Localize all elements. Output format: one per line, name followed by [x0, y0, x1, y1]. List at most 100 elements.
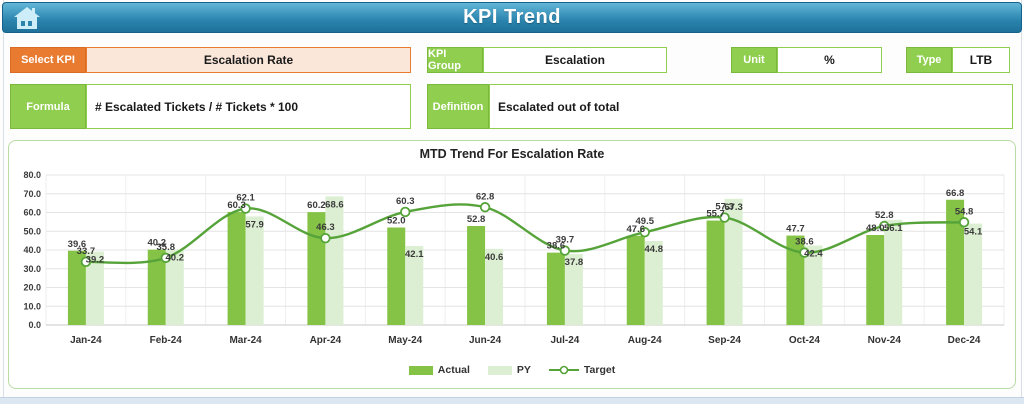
home-button[interactable] [11, 6, 43, 31]
bar-py [245, 216, 264, 325]
bar-py [804, 245, 823, 325]
y-tick-label: 60.0 [23, 208, 41, 218]
actual-label: 38.6 [547, 241, 566, 252]
x-category-label: Nov-24 [868, 335, 902, 346]
actual-label: 48.0 [866, 223, 885, 234]
bar-actual [706, 220, 725, 325]
y-tick-label: 50.0 [23, 226, 41, 236]
bar-actual [387, 227, 406, 325]
definition-value: Escalated out of total [489, 84, 1013, 129]
x-category-label: Jun-24 [469, 335, 502, 346]
x-category-label: Oct-24 [789, 335, 821, 346]
target-marker [879, 220, 890, 232]
chart-legend: Actual PY Target [8, 361, 1016, 379]
actual-label: 66.8 [946, 188, 965, 199]
y-tick-label: 0.0 [28, 320, 41, 330]
bar-py [644, 241, 663, 325]
target-marker [400, 206, 411, 218]
page-title: KPI Trend [463, 6, 561, 28]
py-label: 42.4 [804, 249, 823, 260]
page-right-edge [1021, 0, 1022, 404]
bar-py [405, 246, 424, 325]
bottom-strip [0, 397, 1024, 404]
x-category-label: May-24 [388, 335, 422, 346]
target-label: 52.8 [875, 210, 894, 221]
x-category-label: Aug-24 [628, 335, 662, 346]
target-marker [799, 247, 810, 258]
target-label: 49.5 [636, 216, 655, 227]
x-category-label: Sep-24 [708, 335, 741, 346]
target-label: 35.8 [157, 242, 176, 253]
legend-item-py: PY [487, 364, 531, 376]
x-category-label: Dec-24 [948, 335, 981, 346]
legend-label-py: PY [516, 364, 531, 376]
py-label: 54.1 [964, 227, 983, 238]
bar-py [165, 249, 184, 325]
unit-label: Unit [731, 47, 777, 73]
actual-label: 47.7 [786, 224, 805, 235]
py-label: 56.1 [884, 223, 903, 234]
target-marker [320, 232, 331, 244]
bar-py [85, 251, 104, 325]
bar-actual [546, 252, 565, 325]
y-tick-label: 10.0 [23, 301, 41, 311]
bar-actual [467, 226, 486, 325]
actual-label: 40.2 [148, 238, 167, 249]
py-label: 39.2 [86, 255, 105, 266]
bar-py [325, 196, 344, 325]
py-label: 57.9 [245, 219, 264, 230]
kpi-group-label: KPI Group [427, 47, 483, 73]
select-kpi-value[interactable]: Escalation Rate [86, 47, 411, 73]
formula-value: # Escalated Tickets / # Tickets * 100 [86, 84, 411, 129]
actual-swatch [408, 365, 433, 375]
x-category-label: Feb-24 [150, 335, 183, 346]
type-value: LTB [952, 47, 1010, 73]
formula-label: Formula [10, 84, 86, 129]
header-bar: KPI Trend [2, 2, 1022, 33]
actual-label: 47.6 [627, 224, 646, 235]
x-category-label: Mar-24 [229, 335, 262, 346]
target-label: 62.1 [236, 193, 255, 204]
actual-label: 60.3 [227, 200, 246, 211]
target-label: 54.8 [955, 206, 974, 217]
y-tick-label: 20.0 [23, 283, 41, 293]
py-label: 44.8 [645, 244, 664, 255]
legend-item-target: Target [548, 364, 616, 376]
x-category-label: Apr-24 [310, 335, 342, 346]
target-label: 46.3 [316, 222, 335, 233]
legend-label-actual: Actual [437, 364, 470, 376]
py-label: 68.6 [325, 199, 344, 210]
bar-py [964, 223, 983, 325]
bar-py [564, 254, 583, 325]
y-tick-label: 30.0 [23, 264, 41, 274]
y-tick-label: 80.0 [23, 170, 41, 180]
chart-title: MTD Trend For Escalation Rate [419, 147, 605, 161]
bar-py [724, 198, 743, 325]
target-line-swatch [548, 365, 579, 375]
legend-label-target: Target [583, 364, 616, 376]
bar-actual [67, 250, 86, 325]
py-label: 40.6 [485, 252, 504, 263]
x-category-label: Jan-24 [70, 335, 102, 346]
py-label: 67.3 [724, 202, 743, 213]
select-kpi-label: Select KPI [10, 47, 86, 73]
y-tick-label: 40.0 [23, 245, 41, 255]
py-swatch [487, 365, 512, 375]
bar-actual [866, 235, 885, 325]
unit-value: % [777, 47, 882, 73]
py-label: 42.1 [405, 249, 424, 260]
target-marker [479, 202, 491, 213]
legend-item-actual: Actual [408, 364, 470, 376]
page-left-edge [3, 0, 4, 404]
bar-actual [626, 235, 645, 325]
type-label: Type [906, 47, 952, 73]
bar-actual [147, 249, 166, 325]
target-label: 38.6 [795, 237, 814, 248]
actual-label: 60.2 [307, 200, 326, 211]
actual-label: 52.8 [467, 214, 486, 225]
kpi-group-value: Escalation [483, 47, 667, 73]
home-icon [14, 7, 40, 29]
py-label: 37.8 [565, 257, 584, 268]
bar-py [485, 248, 504, 325]
